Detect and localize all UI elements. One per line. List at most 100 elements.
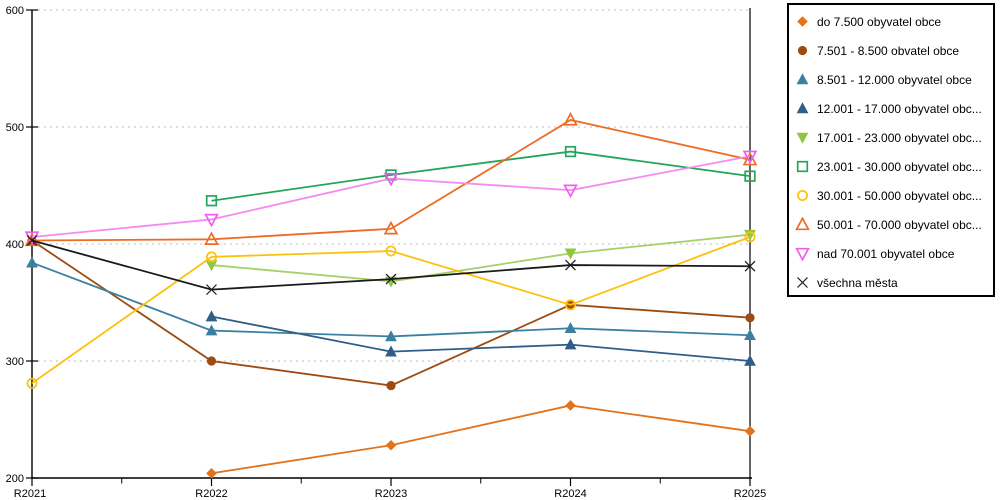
legend-marker-triangle-up-icon [796,73,809,85]
legend-item: všechna města [795,268,993,295]
data-point-triangle-up-icon [205,310,218,322]
series-line [211,315,751,362]
legend-marker-triangle-up-icon [795,217,810,231]
x-tick-label: R2022 [195,488,227,500]
legend-marker-circle-icon [797,45,808,56]
y-tick-label: 200 [6,473,24,485]
data-point-triangle-up-icon [744,354,756,366]
legend-marker-square-icon [796,160,809,173]
legend-item-label: 30.001 - 50.000 obyvatel obc... [817,188,982,203]
data-point-triangle-down-icon [742,150,758,165]
legend-item-label: 8.501 - 12.000 obyvatel obce [817,72,972,87]
legend-item: 50.001 - 70.000 obyvatel obc... [795,210,993,239]
data-point-square-icon [205,195,218,207]
series-line [31,119,751,242]
data-point-triangle-up-icon [564,322,577,334]
x-tick-label: R2021 [14,488,46,500]
series-1 [27,235,755,391]
legend-item-label: 23.001 - 30.000 obyvatel obc... [817,159,982,174]
x-tick-label: R2023 [375,488,407,500]
legend-item: 30.001 - 50.000 obyvatel obc... [795,181,993,210]
data-point-triangle-down-icon [563,184,578,199]
legend-item-label: 17.001 - 23.000 obyvatel obc... [817,130,982,145]
legend-item-label: 7.501 - 8.500 obvatel obce [817,43,960,58]
legend-marker-triangle-down-icon [795,247,810,261]
legend-item: nad 70.001 obyvatel obce [795,239,993,268]
data-point-circle-icon [385,245,397,257]
series-6 [26,231,756,389]
series-line [31,155,751,238]
legend: do 7.500 obyvatel obce 7.501 - 8.500 obva… [787,3,995,297]
data-point-triangle-up-icon [204,231,219,245]
x-tick-label: R2025 [734,488,766,500]
series-line [31,261,751,338]
data-point-triangle-up-icon [563,111,578,126]
data-point-diamond-icon [385,439,397,451]
legend-item-label: 50.001 - 70.000 obyvatel obc... [817,217,982,232]
legend-marker-x-cross-icon [797,277,808,288]
series-line [211,150,751,202]
data-point-x-cross-icon [206,284,217,296]
data-point-triangle-up-icon [385,330,397,342]
data-point-triangle-down-icon [564,248,577,260]
data-point-x-cross-icon [565,259,576,271]
series-5 [205,145,756,207]
legend-item: do 7.500 obyvatel obce [795,7,993,36]
y-tick-label: 300 [6,356,24,368]
data-point-triangle-up-icon [564,338,577,350]
series-line [31,239,751,387]
data-point-circle-icon [745,313,755,323]
data-point-triangle-up-icon [383,220,399,235]
series-line [211,404,751,475]
series-2 [26,256,756,342]
legend-item: 12.001 - 17.000 obyvatel obc... [795,94,993,123]
data-point-triangle-up-icon [26,256,38,268]
data-point-triangle-up-icon [24,232,40,247]
data-point-circle-icon [386,380,396,391]
data-point-circle-icon [206,251,217,263]
y-tick-label: 600 [6,5,24,17]
legend-marker-triangle-up-icon [796,102,809,114]
data-point-triangle-down-icon [383,172,399,187]
series-0 [206,400,756,479]
legend-marker-triangle-down-icon [796,132,809,144]
data-point-x-cross-icon [26,235,38,246]
data-point-triangle-up-icon [744,329,756,341]
y-tick-label: 500 [6,122,24,134]
legend-item: 7.501 - 8.500 obvatel obce [795,36,993,65]
series-7 [24,111,758,247]
series-line [31,236,751,384]
series-line [211,233,751,283]
legend-item-label: všechna města [817,275,898,290]
legend-item-label: 12.001 - 17.000 obyvatel obc... [817,101,982,116]
legend-marker-circle-icon [797,190,808,201]
series-4 [205,229,756,288]
data-point-x-cross-icon [385,273,397,285]
legend-item: 8.501 - 12.000 obyvatel obce [795,65,993,94]
legend-item: 17.001 - 23.000 obyvatel obc... [795,123,993,152]
data-point-diamond-icon [744,425,756,437]
series-9 [26,235,756,296]
data-point-triangle-down-icon [205,260,218,272]
legend-item: 23.001 - 30.000 obyvatel obc... [795,152,993,181]
legend-marker-diamond-icon [797,16,808,27]
data-point-diamond-icon [565,400,576,411]
data-point-triangle-up-icon [385,345,397,357]
data-point-square-icon [744,170,756,182]
x-tick-label: R2024 [554,488,586,500]
data-point-circle-icon [744,231,756,243]
data-point-triangle-down-icon [204,213,219,228]
data-point-triangle-up-icon [742,151,758,166]
data-point-x-cross-icon [744,260,756,272]
data-point-circle-icon [565,299,576,311]
y-tick-label: 400 [6,239,24,251]
legend-item-label: nad 70.001 obyvatel obce [817,246,955,261]
data-point-circle-icon [26,377,38,389]
data-point-square-icon [564,145,577,158]
data-point-diamond-icon [206,468,217,479]
data-point-triangle-up-icon [205,324,218,336]
legend-item-label: do 7.500 obyvatel obce [817,14,942,29]
series-3 [205,310,756,366]
